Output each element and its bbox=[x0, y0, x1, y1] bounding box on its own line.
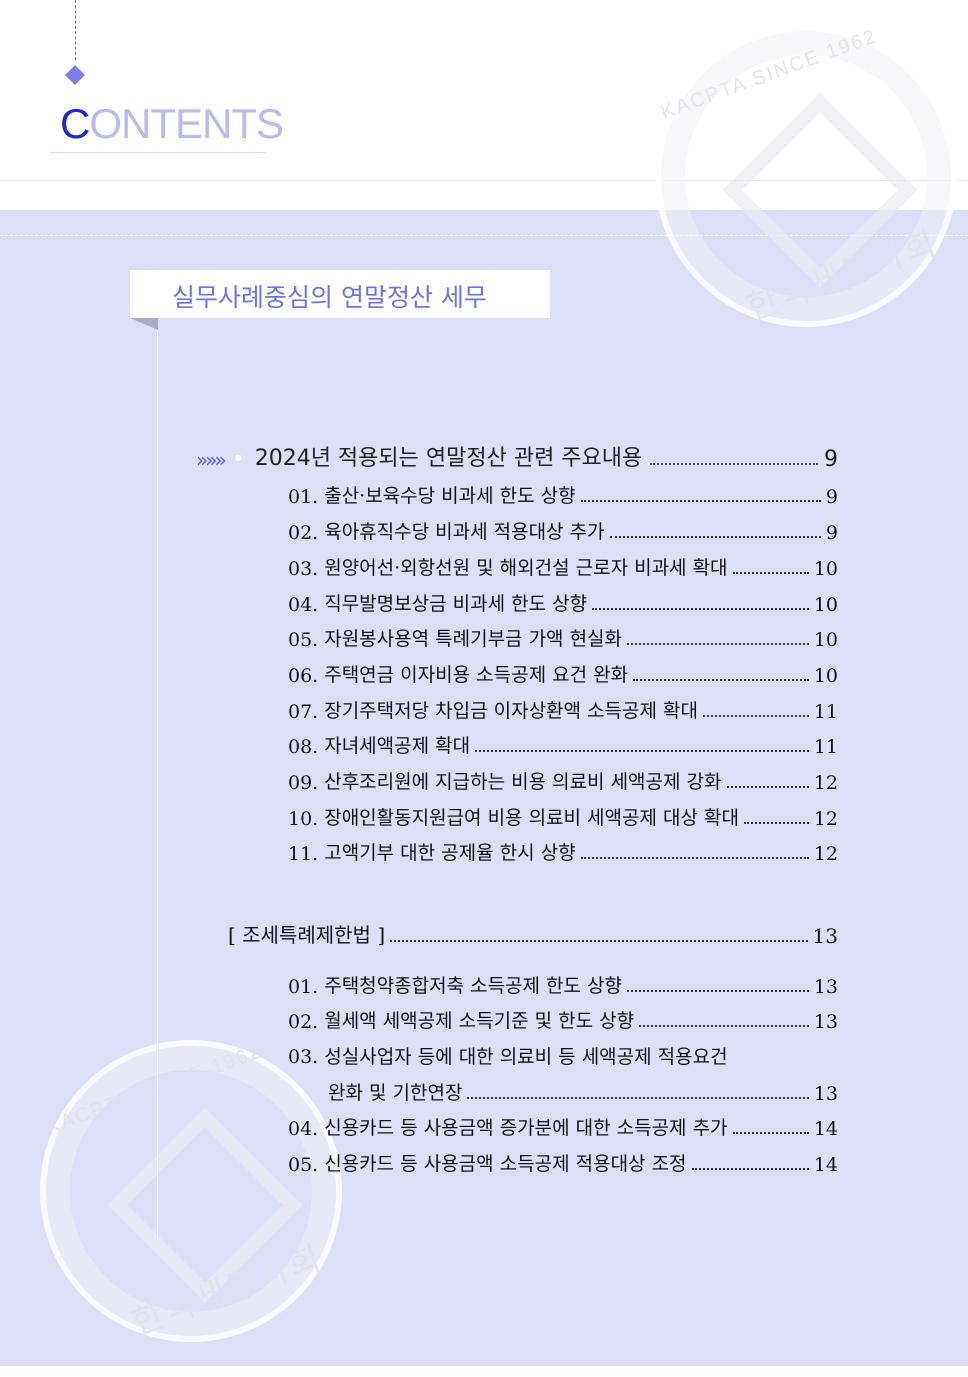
header-divider bbox=[0, 180, 968, 181]
toc-item[interactable]: 11. 고액기부 대한 공제율 한시 상향 12 bbox=[288, 842, 838, 865]
toc-item-continuation[interactable]: 완화 및 기한연장 13 bbox=[328, 1082, 838, 1105]
watermark-seal-icon: KACPTA SINCE 1962 한국세무사회 bbox=[40, 1040, 342, 1343]
contents-title: CONTENTS bbox=[60, 100, 284, 147]
toc-item[interactable]: 04. 직무발명보상금 비과세 한도 상향 10 bbox=[288, 593, 838, 616]
diamond-icon bbox=[65, 65, 85, 85]
fold-corner-icon bbox=[130, 318, 158, 330]
toc-item[interactable]: 07. 장기주택저당 차입금 이자상환액 소득공제 확대 11 bbox=[288, 700, 838, 723]
leader-dots bbox=[390, 940, 808, 942]
page-number: 13 bbox=[812, 924, 838, 948]
toc-item[interactable]: 01. 출산·보육수당 비과세 한도 상향 9 bbox=[288, 485, 838, 508]
leader-dots bbox=[650, 463, 818, 465]
toc-item[interactable]: 05. 신용카드 등 사용금액 소득공제 적용대상 조정 14 bbox=[288, 1153, 838, 1176]
toc-item[interactable]: 03. 원양어선·외항선원 및 해외건설 근로자 비과세 확대 10 bbox=[288, 557, 838, 580]
toc-item[interactable]: 10. 장애인활동지원급여 비용 의료비 세액공제 대상 확대 12 bbox=[288, 807, 838, 830]
bullet-icon: • bbox=[231, 447, 245, 472]
toc-item[interactable]: 01. 주택청약종합저축 소득공제 한도 상향 13 bbox=[288, 975, 838, 998]
section-heading-text: [ 조세특례제한법 ] bbox=[228, 923, 386, 947]
section-heading-text: 2024년 적용되는 연말정산 관련 주요내용 bbox=[254, 446, 643, 471]
contents-underline bbox=[50, 152, 266, 153]
toc-item[interactable]: 04. 신용카드 등 사용금액 증가분에 대한 소득공제 추가 14 bbox=[288, 1117, 838, 1140]
page-number: 9 bbox=[824, 447, 838, 472]
dashed-divider bbox=[0, 235, 968, 236]
toc-section-heading[interactable]: »»» • 2024년 적용되는 연말정산 관련 주요내용 9 bbox=[196, 442, 838, 472]
toc-item-first-line[interactable]: 03. 성실사업자 등에 대한 의료비 등 세액공제 적용요건 bbox=[288, 1046, 728, 1068]
toc-item[interactable]: 05. 자원봉사용역 특례기부금 가액 현실화 10 bbox=[288, 628, 838, 651]
title-panel bbox=[130, 270, 550, 318]
chevron-right-icon: »»» bbox=[196, 448, 227, 472]
toc-item[interactable]: 08. 자녀세액공제 확대 11 bbox=[288, 735, 838, 758]
toc-item[interactable]: 09. 산후조리원에 지급하는 비용 의료비 세액공제 강화 12 bbox=[288, 771, 838, 794]
toc-item[interactable]: 02. 육아휴직수당 비과세 적용대상 추가 9 bbox=[288, 521, 838, 544]
header-dotted-line bbox=[75, 0, 76, 60]
book-title: 실무사례중심의 연말정산 세무 bbox=[172, 283, 487, 312]
toc-item[interactable]: 06. 주택연금 이자비용 소득공제 요건 완화 10 bbox=[288, 664, 838, 687]
watermark-seal-icon: KACPTA SINCE 1962 한국세무사회 bbox=[655, 25, 957, 328]
toc-section-heading[interactable]: [ 조세특례제한법 ] 13 bbox=[228, 920, 838, 948]
toc-item[interactable]: 02. 월세액 세액공제 소득기준 및 한도 상향 13 bbox=[288, 1010, 838, 1033]
left-guide-line bbox=[157, 330, 158, 1240]
